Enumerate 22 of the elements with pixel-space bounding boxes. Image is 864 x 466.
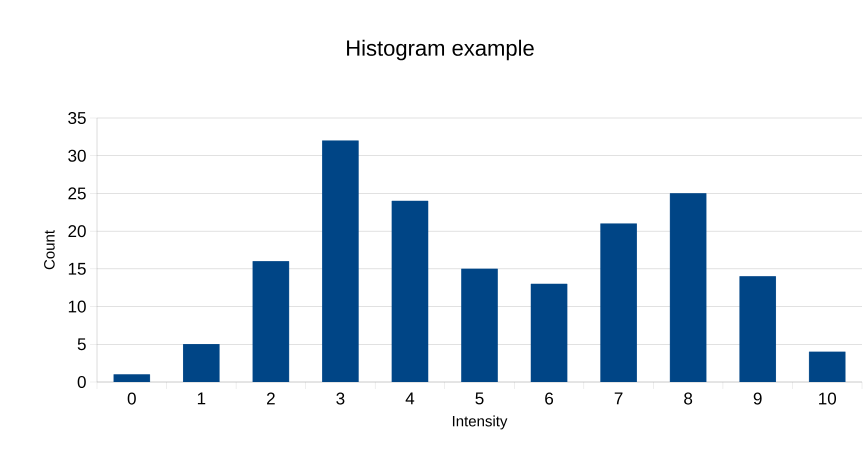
x-tick-label: 7 <box>614 392 622 404</box>
y-tick-label: 5 <box>78 338 86 350</box>
y-tick-label: 10 <box>68 300 86 313</box>
x-tick-label: 2 <box>267 392 275 404</box>
x-tick-label: 0 <box>128 392 136 405</box>
x-tick-label: 3 <box>336 392 344 405</box>
x-tick-label: 5 <box>475 392 484 404</box>
y-tick-label: 25 <box>68 187 86 200</box>
x-tick-label: 9 <box>754 392 762 405</box>
x-axis-title: Intensity <box>452 415 508 430</box>
y-axis-title: Count <box>44 230 55 270</box>
y-tick-label: 35 <box>68 112 86 124</box>
x-tick-label: 4 <box>406 392 414 404</box>
y-tick-label: 0 <box>78 376 86 388</box>
chart-title: Histogram example <box>347 40 534 60</box>
x-tick-label: 1 <box>198 392 206 404</box>
y-tick-label: 30 <box>68 150 86 162</box>
x-tick-label: 6 <box>545 392 554 405</box>
y-tick-label: 15 <box>68 262 86 275</box>
y-tick-label: 20 <box>68 225 86 238</box>
x-tick-label: 8 <box>684 392 692 405</box>
x-tick-label: 10 <box>819 392 836 405</box>
